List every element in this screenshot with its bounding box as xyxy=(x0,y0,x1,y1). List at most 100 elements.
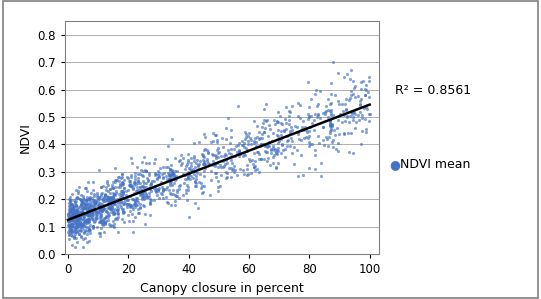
Point xyxy=(97,185,105,190)
Point xyxy=(286,128,294,133)
Point xyxy=(341,108,350,112)
Point xyxy=(106,207,115,212)
Point xyxy=(114,175,123,179)
Point xyxy=(166,177,174,182)
Point xyxy=(254,169,263,174)
Point xyxy=(199,152,208,157)
Point xyxy=(166,190,174,195)
Point xyxy=(71,208,80,212)
Point xyxy=(181,173,189,177)
Point xyxy=(126,182,134,187)
Point xyxy=(239,168,247,173)
Point xyxy=(118,217,127,222)
Point xyxy=(143,195,151,199)
Point xyxy=(200,148,208,153)
Point xyxy=(95,220,103,225)
Point xyxy=(71,187,80,192)
Point xyxy=(133,203,142,208)
Point xyxy=(128,212,136,217)
Point xyxy=(127,155,136,160)
Point xyxy=(274,133,283,138)
Point xyxy=(200,161,209,166)
Point xyxy=(103,215,112,220)
Point xyxy=(324,97,332,101)
Point xyxy=(68,210,77,214)
Point xyxy=(97,217,106,222)
Point xyxy=(281,120,290,125)
Point xyxy=(310,167,319,171)
Point xyxy=(80,231,89,235)
Point xyxy=(65,215,74,220)
Point xyxy=(268,146,277,150)
Point xyxy=(67,233,76,238)
Y-axis label: NDVI: NDVI xyxy=(19,122,32,153)
Point xyxy=(240,136,249,141)
Point xyxy=(128,185,137,190)
Point xyxy=(70,221,78,226)
Point xyxy=(259,120,268,125)
Point xyxy=(82,213,91,218)
Point xyxy=(203,159,212,164)
Point xyxy=(163,144,172,149)
Point xyxy=(88,216,96,220)
Point xyxy=(114,197,123,202)
Point xyxy=(141,212,149,217)
Point xyxy=(301,135,310,140)
Point xyxy=(76,198,85,203)
Point xyxy=(101,191,109,196)
Point xyxy=(109,194,117,199)
Point xyxy=(190,155,199,160)
Point xyxy=(173,188,182,193)
Point xyxy=(117,189,126,193)
Point xyxy=(79,196,88,201)
Point xyxy=(67,209,76,214)
Point xyxy=(191,201,200,206)
Point xyxy=(282,134,291,138)
Point xyxy=(84,211,93,216)
Point xyxy=(140,195,148,199)
Point xyxy=(70,234,79,239)
Point xyxy=(127,205,136,209)
Point xyxy=(282,105,291,109)
Point xyxy=(351,112,359,116)
Point xyxy=(106,201,115,206)
Point xyxy=(78,210,87,214)
Point xyxy=(213,147,222,152)
Point xyxy=(71,235,80,240)
Point xyxy=(78,201,87,205)
Point xyxy=(79,194,88,199)
Point xyxy=(160,171,168,176)
Point xyxy=(93,203,102,208)
Point xyxy=(114,197,122,202)
Point xyxy=(110,201,119,206)
Point xyxy=(86,212,95,217)
Point xyxy=(276,150,285,155)
Point xyxy=(103,196,112,201)
Point xyxy=(220,164,229,168)
Point xyxy=(88,199,96,204)
Point xyxy=(142,184,150,189)
Point xyxy=(162,187,171,191)
Point xyxy=(77,225,85,230)
Point xyxy=(89,187,97,192)
Point xyxy=(155,171,163,176)
Point xyxy=(85,196,94,201)
Point xyxy=(64,212,73,217)
Point xyxy=(95,213,104,218)
Point xyxy=(69,213,77,218)
Point xyxy=(84,209,93,214)
Point xyxy=(104,195,113,200)
Point xyxy=(146,196,154,201)
Point xyxy=(127,184,135,188)
Point xyxy=(82,217,90,222)
Point xyxy=(107,206,116,211)
Point xyxy=(212,175,221,179)
Point xyxy=(118,180,127,185)
Point xyxy=(67,223,76,228)
Point xyxy=(69,216,78,220)
Point xyxy=(91,201,100,206)
Point xyxy=(85,200,94,205)
Point xyxy=(242,146,250,151)
Point xyxy=(119,206,128,211)
Point xyxy=(264,134,273,138)
